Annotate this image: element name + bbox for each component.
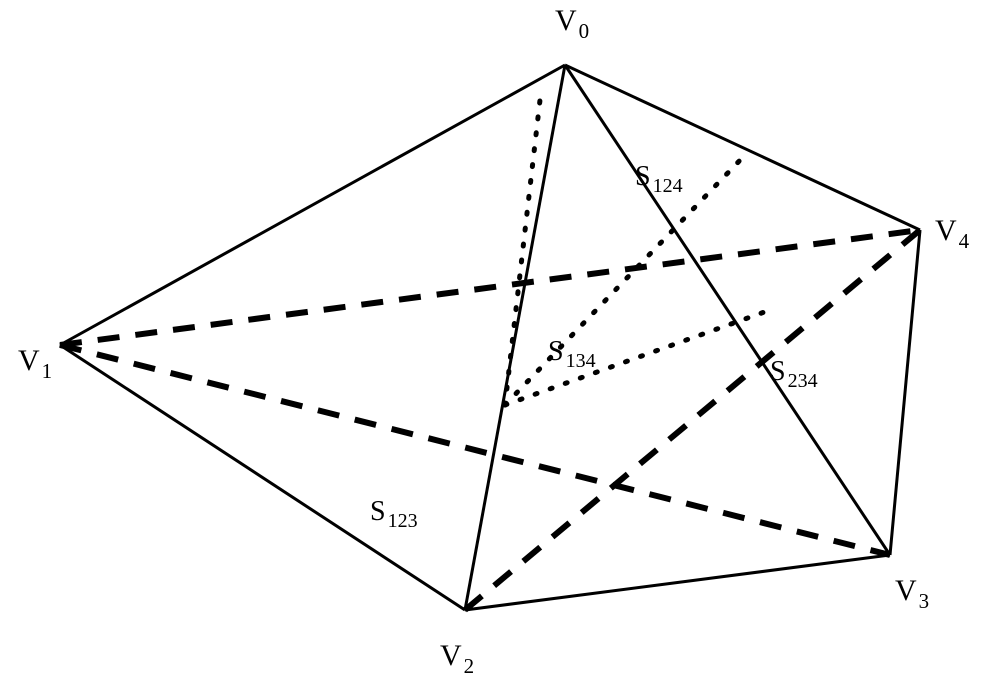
face-label-S134: S134 — [548, 336, 596, 372]
vertex-label-V4: V4 — [935, 214, 970, 253]
vertex-label-V3: V3 — [895, 574, 929, 613]
edge-V1-V2 — [60, 345, 465, 610]
vertex-label-V2: V2 — [440, 639, 474, 678]
vertex-label-V0: V0 — [555, 4, 589, 43]
edge-V0-V3 — [565, 65, 890, 555]
vertex-label-V1: V1 — [18, 344, 52, 383]
edge-V2-V4 — [465, 230, 920, 610]
edge-V3-V4 — [890, 230, 920, 555]
face-label-S124: S124 — [635, 161, 683, 197]
geometry-diagram: V0 V1 V2 V3 V4 S124 S134 S234 S123 — [0, 0, 988, 688]
face-label-S123: S123 — [370, 496, 418, 532]
dotted-segment-0 — [505, 100, 540, 405]
face-label-S234: S234 — [770, 356, 818, 392]
edge-V1-V3 — [60, 345, 890, 555]
edge-V1-V4 — [60, 230, 920, 345]
edge-V0-V1 — [60, 65, 565, 345]
edge-V2-V3 — [465, 555, 890, 610]
